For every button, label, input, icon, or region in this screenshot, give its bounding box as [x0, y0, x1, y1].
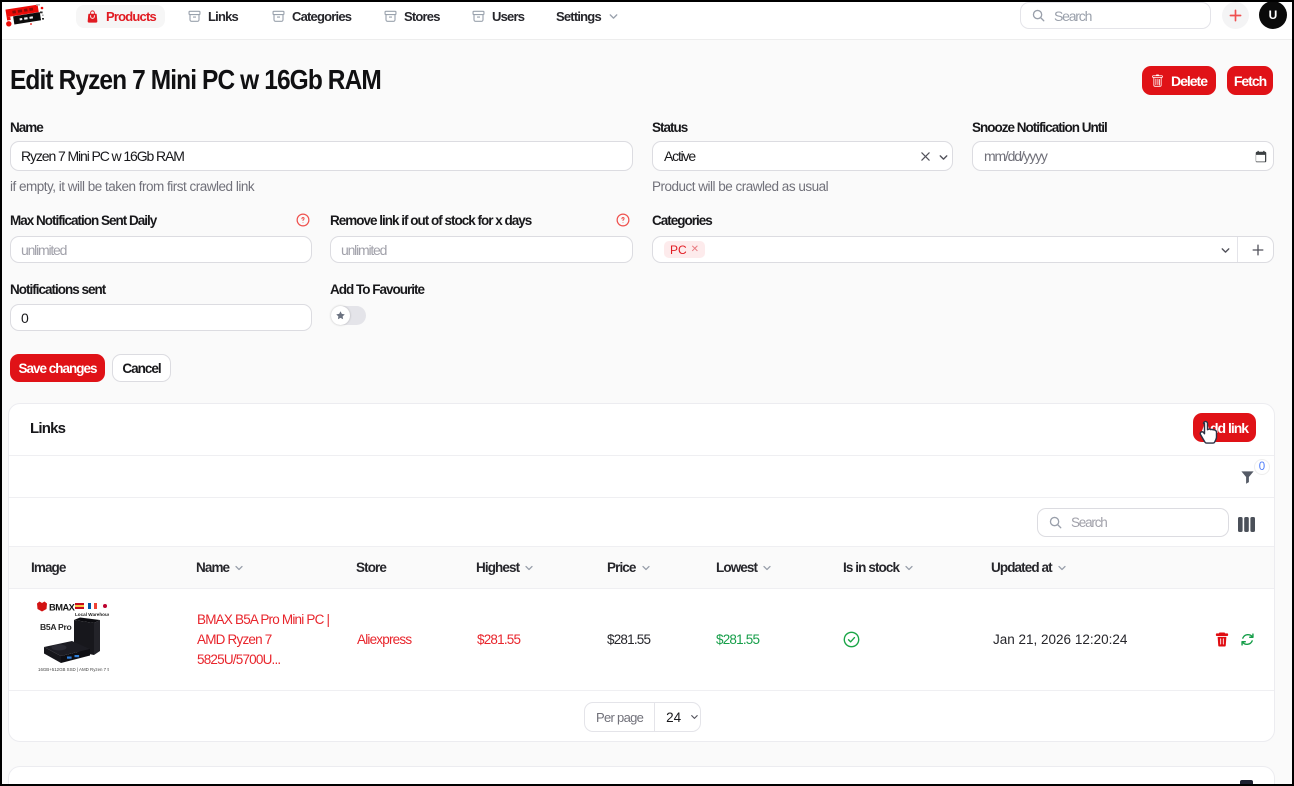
svg-text:Local Warehouse: Local Warehouse [75, 612, 109, 617]
svg-text:16GB+512GB SSD | AMD Ryzen 7 5: 16GB+512GB SSD | AMD Ryzen 7 5825U/ [38, 667, 109, 672]
svg-text:B5A Pro: B5A Pro [40, 622, 72, 632]
svg-text:BMAX: BMAX [49, 603, 76, 613]
